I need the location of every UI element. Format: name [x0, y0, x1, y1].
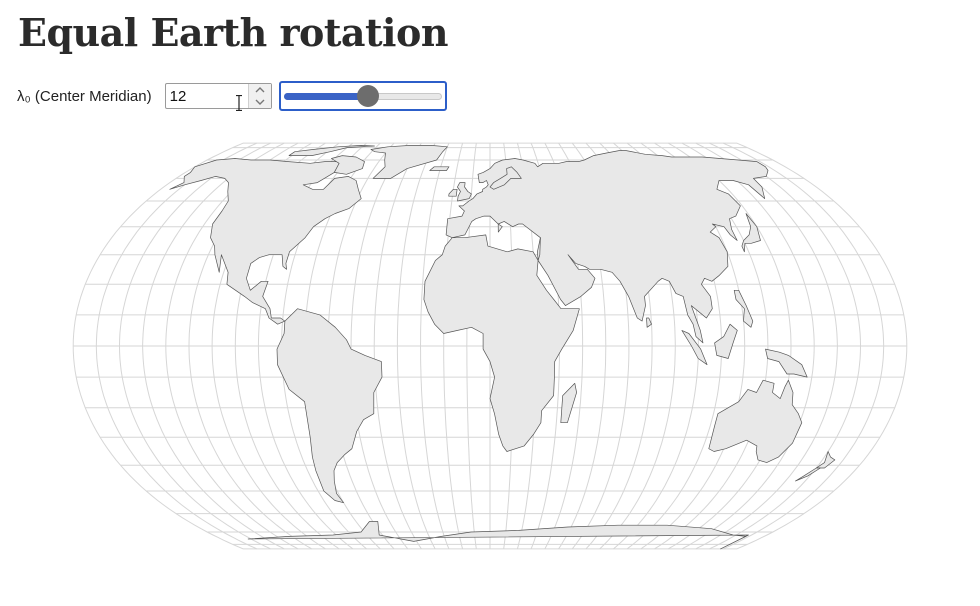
land-australia [708, 379, 803, 463]
slider-fill [283, 93, 368, 100]
land-borneo [714, 323, 738, 359]
land-new-zealand [815, 451, 836, 469]
land-ireland [448, 188, 458, 197]
slider-thumb[interactable] [356, 85, 379, 107]
land-africa [423, 234, 580, 452]
land-greenland [370, 145, 448, 179]
land-arabia-sinai-fix [537, 237, 541, 261]
land-baffin-island [331, 155, 365, 175]
land-iceland [429, 166, 450, 171]
land-new-zealand-south [795, 467, 821, 482]
step-down-button[interactable] [249, 96, 271, 108]
chevron-up-icon [255, 87, 265, 93]
land-sri-lanka [646, 317, 652, 328]
land-philippines [733, 289, 754, 328]
land-japan [741, 213, 761, 253]
page-title: Equal Earth rotation [18, 10, 448, 55]
land-great-britain [457, 182, 472, 202]
land-scandinavia-gulf [489, 166, 522, 190]
step-up-button[interactable] [249, 84, 271, 96]
land-arctic-islands [288, 145, 375, 156]
center-meridian-label: λ₀ (Center Meridian) [17, 87, 152, 105]
land-madagascar [560, 382, 577, 424]
land-sumatra [681, 330, 708, 366]
land-europe-asia [445, 150, 769, 344]
world-map[interactable] [0, 124, 980, 602]
land-north-america [169, 158, 362, 325]
land-masses [169, 145, 836, 550]
land-south-america [276, 308, 383, 504]
center-meridian-slider[interactable] [278, 81, 447, 111]
land-antarctica [247, 521, 749, 550]
number-stepper[interactable] [247, 84, 271, 108]
controls-bar: λ₀ (Center Meridian) [17, 81, 447, 111]
text-cursor-icon [235, 95, 242, 111]
center-meridian-number-box[interactable] [164, 83, 272, 111]
land-new-guinea [765, 348, 808, 378]
chevron-down-icon [255, 99, 265, 105]
